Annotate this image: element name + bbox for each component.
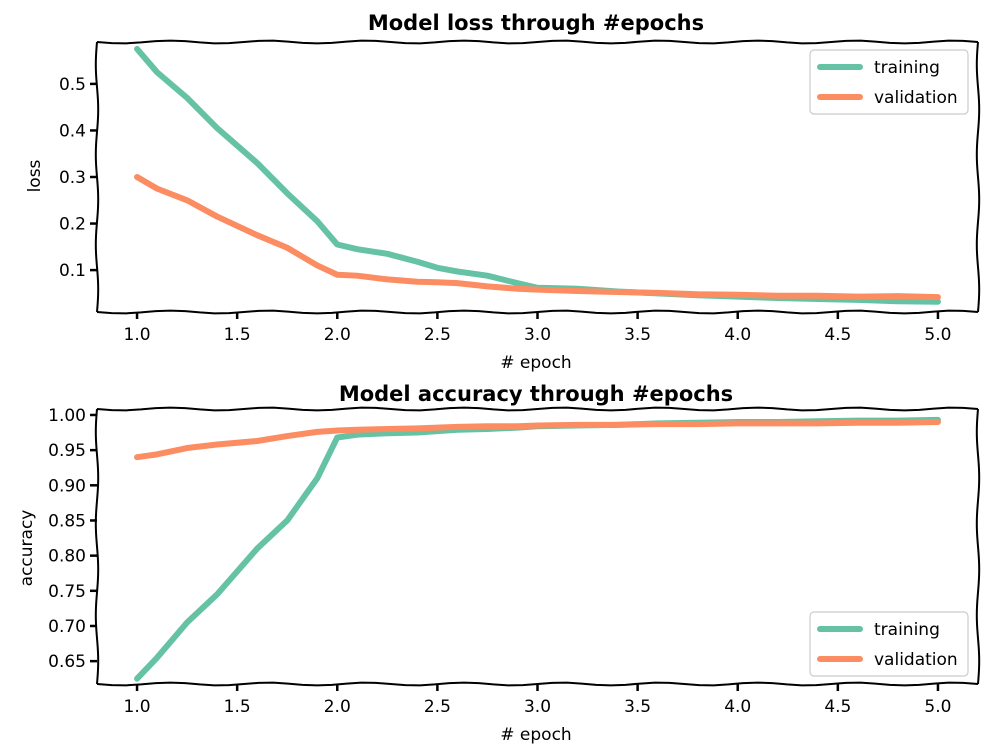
- loss-y-tick-label: 0.2: [59, 215, 86, 235]
- loss-x-tick-label: 4.0: [724, 325, 751, 345]
- accuracy-y-axis-label: accuracy: [17, 510, 37, 587]
- accuracy-chart-panel: Model accuracy through #epochs # epoch a…: [17, 382, 981, 745]
- accuracy-chart-title: Model accuracy through #epochs: [339, 382, 733, 406]
- accuracy-y-tick-label: 0.75: [48, 582, 86, 602]
- loss-x-tick-label: 1.0: [124, 325, 151, 345]
- loss-x-tick-label: 5.0: [924, 325, 951, 345]
- loss-x-tick-label: 1.5: [224, 325, 251, 345]
- loss-y-tick-label: 0.3: [59, 168, 86, 188]
- accuracy-x-axis-label: # epoch: [500, 725, 571, 745]
- accuracy-y-tick-label: 0.85: [48, 511, 86, 531]
- accuracy-x-tick-label: 3.0: [524, 697, 551, 717]
- loss-legend-label-training: training: [874, 58, 940, 78]
- accuracy-y-tick-label: 0.95: [48, 441, 86, 461]
- loss-series-validation-line: [134, 174, 941, 301]
- loss-x-tick-label: 2.5: [424, 325, 451, 345]
- accuracy-x-tick-label: 1.5: [224, 697, 251, 717]
- accuracy-y-tick-label: 0.80: [48, 547, 86, 567]
- loss-x-tick-label: 4.5: [824, 325, 851, 345]
- accuracy-x-tick-label: 4.5: [824, 697, 851, 717]
- loss-y-tick-label: 0.5: [59, 75, 86, 95]
- accuracy-y-tick-label: 1.00: [48, 406, 86, 426]
- loss-y-axis-label: loss: [25, 159, 45, 192]
- loss-y-tick-label: 0.1: [59, 261, 86, 281]
- loss-x-tick-label: 2.0: [324, 325, 351, 345]
- loss-chart-panel: Model loss through #epochs # epoch loss …: [25, 11, 981, 373]
- accuracy-x-tick-label: 1.0: [124, 697, 151, 717]
- loss-x-tick-label: 3.0: [524, 325, 551, 345]
- accuracy-y-tick-label: 0.90: [48, 476, 86, 496]
- loss-legend-label-validation: validation: [874, 88, 958, 108]
- loss-x-tick-label: 3.5: [624, 325, 651, 345]
- accuracy-series-validation-line: [134, 419, 941, 461]
- accuracy-x-tick-label: 4.0: [724, 697, 751, 717]
- loss-x-axis-label: # epoch: [500, 353, 571, 373]
- loss-y-tick-label: 0.4: [59, 121, 86, 141]
- accuracy-legend-label-training: training: [874, 620, 940, 640]
- accuracy-legend-label-validation: validation: [874, 650, 958, 670]
- accuracy-y-tick-label: 0.70: [48, 617, 86, 637]
- accuracy-x-tick-label: 2.0: [324, 697, 351, 717]
- accuracy-legend: training validation: [809, 611, 969, 677]
- loss-legend: training validation: [809, 49, 969, 115]
- accuracy-y-tick-label: 0.65: [48, 652, 86, 672]
- accuracy-x-tick-label: 2.5: [424, 697, 451, 717]
- accuracy-x-tick-label: 5.0: [924, 697, 951, 717]
- loss-chart-title: Model loss through #epochs: [368, 11, 704, 35]
- accuracy-x-tick-label: 3.5: [624, 697, 651, 717]
